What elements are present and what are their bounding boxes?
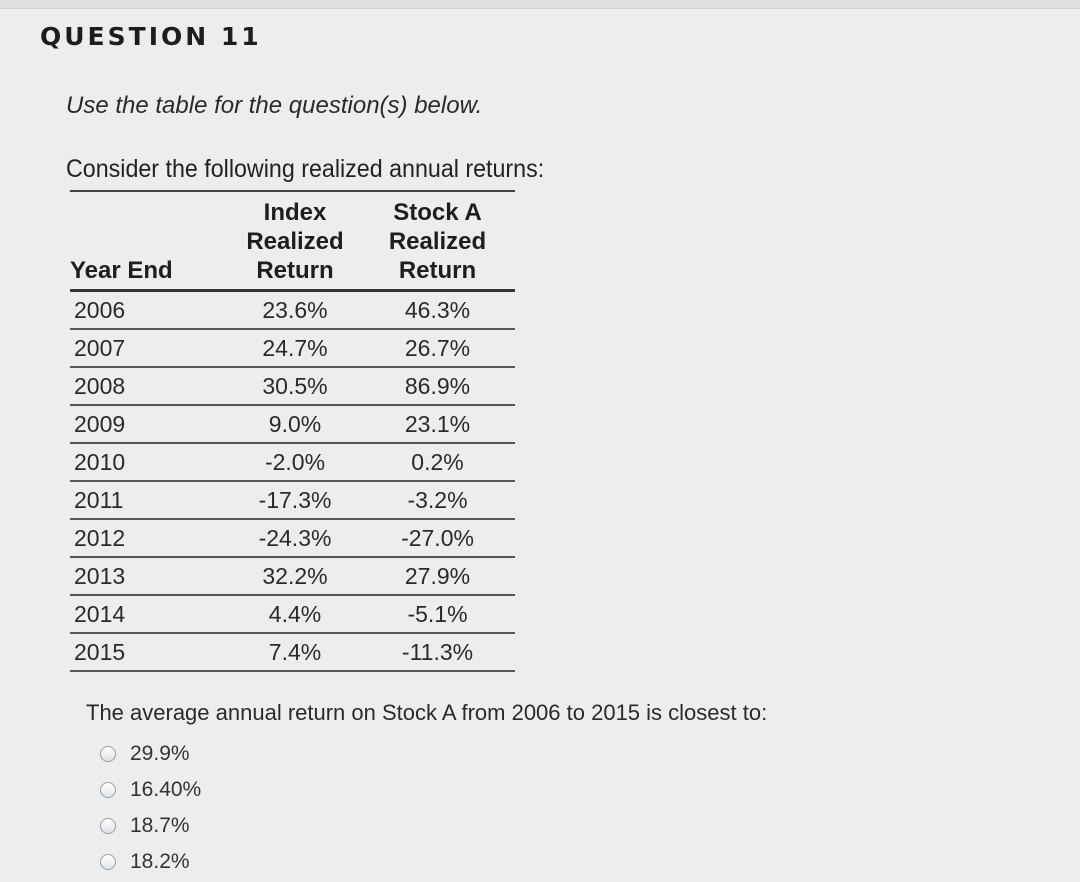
- table-row: 2015 7.4% -11.3%: [70, 633, 515, 672]
- question-title: QUESTION 11: [40, 22, 262, 51]
- option-label: 18.7%: [130, 814, 190, 837]
- cell-index-return: 32.2%: [230, 557, 360, 596]
- cell-index-return: 9.0%: [230, 405, 360, 444]
- option-label: 18.2%: [130, 850, 190, 873]
- header-stock-a-return: Stock A Realized Return: [360, 198, 515, 292]
- cell-index-return: 24.7%: [230, 329, 360, 368]
- answer-options: 29.9% 16.40% 18.7% 18.2%: [100, 736, 201, 880]
- cell-index-return: 7.4%: [230, 633, 360, 672]
- cell-stock-return: 46.3%: [360, 290, 515, 330]
- table-row: 2013 32.2% 27.9%: [70, 557, 515, 596]
- cell-year: 2013: [70, 557, 230, 596]
- option-label: 29.9%: [130, 742, 190, 765]
- question-prompt: The average annual return on Stock A fro…: [86, 700, 768, 725]
- cell-year: 2009: [70, 405, 230, 444]
- table-row: 2011 -17.3% -3.2%: [70, 481, 515, 520]
- cell-index-return: 23.6%: [230, 290, 360, 330]
- table-row: 2010 -2.0% 0.2%: [70, 443, 515, 482]
- cell-stock-return: -27.0%: [360, 519, 515, 558]
- radio-button[interactable]: [100, 782, 116, 798]
- cell-year: 2012: [70, 519, 230, 558]
- cell-stock-return: -3.2%: [360, 481, 515, 520]
- answer-option[interactable]: 18.7%: [100, 808, 201, 844]
- table-intro-text: Consider the following realized annual r…: [66, 155, 545, 183]
- header-year-end: Year End: [70, 198, 230, 292]
- table-row: 2006 23.6% 46.3%: [70, 290, 515, 330]
- cell-index-return: 30.5%: [230, 367, 360, 406]
- answer-option[interactable]: 16.40%: [100, 772, 201, 808]
- window-top-bar: [0, 0, 1080, 9]
- radio-button[interactable]: [100, 818, 116, 834]
- answer-option[interactable]: 29.9%: [100, 736, 201, 772]
- cell-stock-return: 0.2%: [360, 443, 515, 482]
- cell-stock-return: 27.9%: [360, 557, 515, 596]
- instruction-text: Use the table for the question(s) below.: [66, 92, 483, 119]
- table-row: 2012 -24.3% -27.0%: [70, 519, 515, 558]
- table-row: 2007 24.7% 26.7%: [70, 329, 515, 368]
- option-label: 16.40%: [130, 778, 202, 801]
- cell-year: 2014: [70, 595, 230, 634]
- radio-button[interactable]: [100, 746, 116, 762]
- cell-stock-return: 26.7%: [360, 329, 515, 368]
- cell-year: 2008: [70, 367, 230, 406]
- table-header-row: Year End Index Realized Return Stock A R…: [70, 198, 515, 292]
- cell-stock-return: 86.9%: [360, 367, 515, 406]
- table-row: 2009 9.0% 23.1%: [70, 405, 515, 444]
- header-index-return: Index Realized Return: [230, 198, 360, 292]
- cell-year: 2006: [70, 290, 230, 330]
- cell-year: 2011: [70, 481, 230, 520]
- radio-button[interactable]: [100, 854, 116, 870]
- cell-year: 2007: [70, 329, 230, 368]
- cell-stock-return: 23.1%: [360, 405, 515, 444]
- answer-option[interactable]: 18.2%: [100, 844, 201, 880]
- table-row: 2014 4.4% -5.1%: [70, 595, 515, 634]
- returns-table: Year End Index Realized Return Stock A R…: [70, 198, 515, 672]
- table-row: 2008 30.5% 86.9%: [70, 367, 515, 406]
- cell-index-return: -17.3%: [230, 481, 360, 520]
- cell-index-return: -2.0%: [230, 443, 360, 482]
- cell-year: 2015: [70, 633, 230, 672]
- cell-stock-return: -11.3%: [360, 633, 515, 672]
- cell-index-return: -24.3%: [230, 519, 360, 558]
- table-top-rule: [70, 190, 515, 192]
- cell-year: 2010: [70, 443, 230, 482]
- cell-index-return: 4.4%: [230, 595, 360, 634]
- cell-stock-return: -5.1%: [360, 595, 515, 634]
